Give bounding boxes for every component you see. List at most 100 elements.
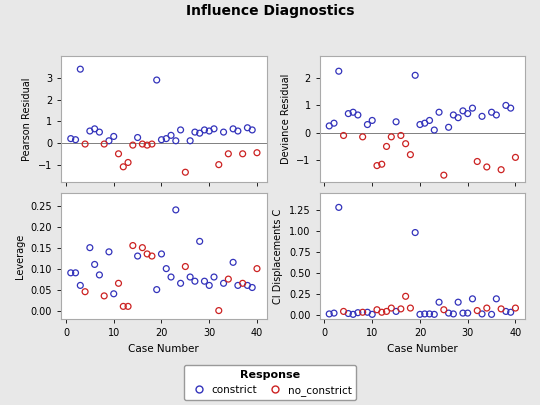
Point: [71, 270, 80, 276]
Point: [195, 238, 204, 245]
Point: [181, 263, 190, 270]
Point: [463, 111, 472, 117]
Point: [473, 158, 482, 165]
Point: [105, 138, 113, 144]
Point: [435, 109, 443, 115]
Point: [234, 128, 242, 134]
Point: [411, 229, 420, 236]
Point: [339, 308, 348, 315]
Point: [147, 253, 156, 259]
Point: [454, 299, 462, 305]
Point: [172, 138, 180, 144]
Point: [243, 124, 252, 131]
Point: [119, 164, 127, 170]
Point: [430, 311, 438, 318]
X-axis label: Case Number: Case Number: [129, 343, 199, 354]
Point: [138, 141, 147, 147]
Point: [167, 132, 176, 139]
Point: [253, 149, 261, 156]
Y-axis label: Deviance Residual: Deviance Residual: [281, 74, 291, 164]
Point: [354, 112, 362, 118]
Point: [229, 126, 238, 132]
Point: [401, 141, 410, 147]
Point: [95, 272, 104, 278]
Point: [114, 280, 123, 287]
Point: [478, 113, 487, 119]
Point: [511, 305, 520, 311]
Point: [176, 127, 185, 133]
Point: [191, 129, 199, 135]
Point: [344, 111, 353, 117]
Point: [377, 309, 386, 315]
Point: [71, 136, 80, 143]
Point: [449, 311, 458, 317]
Point: [396, 132, 405, 139]
Point: [368, 117, 376, 124]
Point: [76, 282, 85, 289]
Point: [176, 280, 185, 287]
Point: [382, 308, 391, 315]
Point: [401, 293, 410, 300]
Point: [468, 296, 477, 302]
Point: [492, 296, 501, 302]
Point: [248, 127, 256, 133]
Point: [502, 308, 510, 315]
Point: [81, 288, 90, 295]
Point: [344, 310, 353, 317]
Point: [363, 309, 372, 315]
Point: [172, 207, 180, 213]
X-axis label: Case Number: Case Number: [387, 343, 458, 354]
Point: [124, 159, 132, 166]
Point: [66, 270, 75, 276]
Point: [114, 151, 123, 157]
Point: [95, 129, 104, 135]
Point: [143, 142, 152, 148]
Point: [243, 282, 252, 289]
Point: [373, 307, 381, 313]
Point: [440, 172, 448, 179]
Point: [382, 143, 391, 150]
Point: [105, 249, 113, 255]
Point: [210, 126, 218, 132]
Point: [85, 128, 94, 134]
Point: [66, 135, 75, 142]
Point: [368, 311, 376, 318]
Point: [349, 311, 357, 318]
Point: [458, 108, 467, 114]
Point: [129, 142, 137, 148]
Point: [224, 151, 233, 157]
Point: [392, 308, 400, 315]
Point: [210, 274, 218, 280]
Point: [195, 130, 204, 136]
Point: [205, 128, 213, 134]
Point: [363, 122, 372, 128]
Point: [349, 109, 357, 115]
Point: [478, 311, 487, 317]
Point: [214, 307, 223, 314]
Point: [133, 253, 142, 259]
Point: [214, 162, 223, 168]
Point: [435, 299, 443, 305]
Point: [444, 310, 453, 316]
Point: [396, 306, 405, 312]
Point: [487, 311, 496, 318]
Point: [482, 305, 491, 311]
Point: [157, 251, 166, 257]
Point: [90, 126, 99, 132]
Point: [90, 261, 99, 268]
Point: [119, 303, 127, 309]
Point: [416, 311, 424, 318]
Point: [81, 141, 90, 147]
Point: [147, 141, 156, 147]
Point: [492, 112, 501, 118]
Point: [138, 244, 147, 251]
Text: Influence Diagnostics: Influence Diagnostics: [186, 4, 354, 18]
Point: [238, 151, 247, 157]
Point: [473, 307, 482, 314]
Y-axis label: Pearson Residual: Pearson Residual: [22, 77, 32, 161]
Legend: constrict, no_constrict: constrict, no_constrict: [184, 365, 356, 400]
Point: [468, 105, 477, 111]
Point: [392, 119, 400, 125]
Point: [454, 115, 462, 121]
Point: [334, 204, 343, 211]
